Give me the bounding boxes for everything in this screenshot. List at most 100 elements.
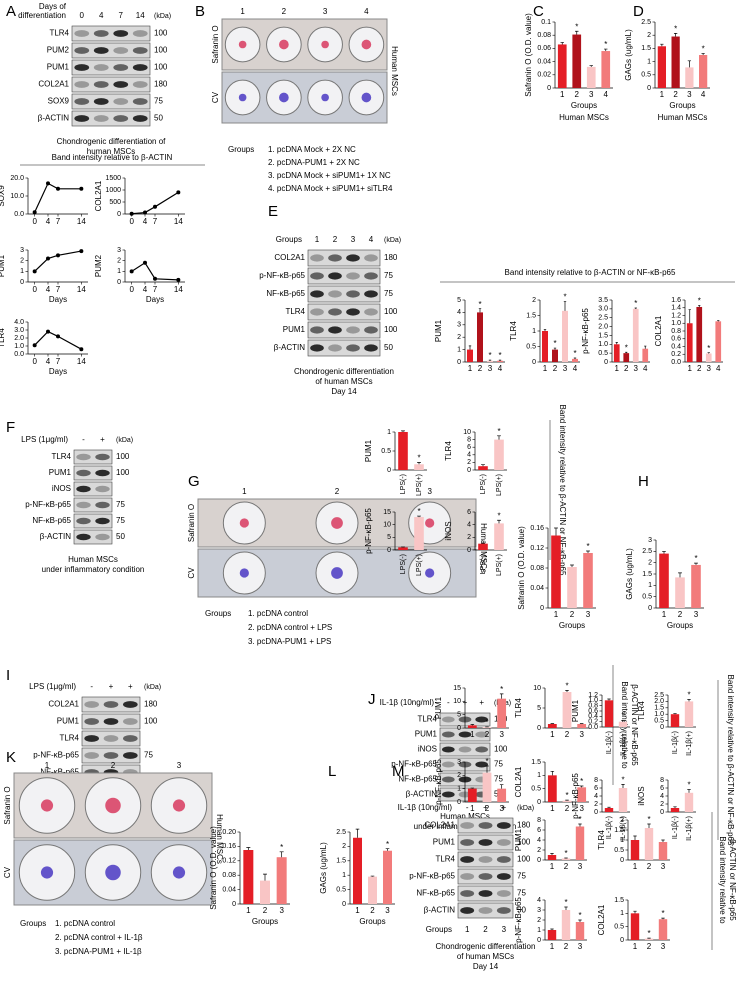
x-tick-label: 1 [554, 610, 559, 619]
error-bar [694, 562, 698, 565]
y-axis-title: TLR4 [514, 698, 523, 718]
error-bar [370, 875, 375, 877]
blot-strip [71, 110, 151, 127]
lane-label: + [479, 698, 484, 707]
x-tick-label: IL-1β(+) [686, 816, 693, 841]
significance: * [553, 339, 556, 348]
group-item: 3. pcDNA-PUM1 + LPS [248, 637, 331, 646]
band [93, 47, 109, 54]
x-tick-label: IL-1β(-) [606, 816, 613, 839]
significance: * [698, 297, 701, 306]
x-tick-label: LPS(-) [480, 474, 487, 494]
group-item: 2. pcDNA control + IL-1β [55, 933, 143, 942]
y-tick-label: 1 [20, 268, 24, 275]
y-tick-label: 3.0 [14, 327, 24, 334]
y-tick-label: 0 [457, 799, 461, 806]
blot-row-label: iNOS [52, 484, 71, 493]
y-tick-label: 8 [537, 817, 541, 824]
band [103, 752, 119, 759]
y-tick-label: 1000 [105, 187, 121, 194]
y-tick-label: 0.5 [526, 343, 536, 350]
x-tick-label: 3 [661, 942, 666, 951]
bar [398, 547, 408, 550]
y-tick-label: 0.1 [541, 19, 551, 26]
column-label: 2 [282, 7, 287, 16]
band [76, 453, 91, 461]
x-tick-label: 4 [46, 357, 51, 366]
band [478, 839, 493, 846]
panel-letter: H [638, 473, 649, 490]
band [132, 30, 148, 37]
lane-label: 4 [369, 235, 374, 244]
band [346, 308, 360, 316]
x-axis-title: Groups [571, 101, 597, 110]
y-axis-title: Safranin O (O.D. value) [209, 826, 218, 910]
stain [321, 93, 329, 102]
y-tick-label: 1.5 [641, 45, 651, 52]
error-bar [550, 770, 555, 776]
x-tick-label: 1 [543, 364, 548, 373]
y-axis-title: TLR4 [0, 328, 6, 348]
point [143, 260, 147, 265]
stain [238, 40, 247, 49]
bar [623, 353, 630, 362]
band [74, 47, 90, 54]
bar [684, 701, 694, 727]
row-label: CV [3, 866, 12, 878]
lane-label: - [90, 682, 93, 691]
lane-label: + [128, 682, 133, 691]
lane-label: 2 [483, 925, 488, 934]
x-tick-label: 1 [633, 862, 638, 871]
y-tick-label: 1 [342, 872, 346, 879]
x-tick-label: 1 [660, 90, 665, 99]
significance: * [417, 507, 420, 516]
error-bar [401, 546, 405, 548]
y-tick-label: 6 [467, 509, 471, 516]
y-tick-label: 0.08 [222, 872, 236, 879]
y-tick-label: 0 [648, 605, 652, 612]
blot-strip [307, 303, 381, 321]
y-tick-label: 0.5 [381, 448, 391, 455]
y-axis-title: p-NF-κB-p65 [514, 897, 523, 943]
y-tick-label: 2 [660, 801, 664, 808]
blot-row-label: COL2A1 [38, 80, 69, 89]
kda-label: 100 [144, 717, 158, 726]
y-tick-label: 2.5 [654, 692, 664, 699]
x-tick-label: 3 [385, 906, 390, 915]
x-tick-label: 1 [633, 942, 638, 951]
band [310, 254, 324, 262]
significance: * [497, 427, 500, 436]
band [442, 761, 455, 768]
band [93, 81, 109, 88]
x-tick-label: 3 [488, 364, 493, 373]
x-tick-label: 3 [499, 730, 504, 739]
row-label: CV [211, 91, 220, 103]
x-tick-label: LPS(-) [480, 554, 487, 574]
band [74, 81, 90, 88]
kda-label: 100 [384, 307, 398, 316]
y-axis-title: PUM1 [364, 439, 373, 462]
band [460, 822, 475, 829]
x-tick-label: 4 [143, 217, 148, 226]
stain [425, 568, 435, 578]
error-bar [565, 690, 569, 692]
significance: * [604, 40, 607, 49]
bar [583, 553, 593, 608]
kda-unit: (kDa) [144, 684, 161, 691]
y-axis-title: SOX9 [0, 185, 6, 207]
x-axis-title: Groups [359, 917, 385, 926]
y-tick-label: 0 [532, 359, 536, 366]
x-tick-label: 1 [550, 804, 555, 813]
x-axis-title: Groups [667, 621, 693, 630]
band [328, 326, 342, 334]
y-axis-title: PUM1 [434, 319, 443, 342]
band [328, 254, 342, 262]
x-tick-label: 7 [153, 285, 158, 294]
x-tick-label: LPS(+) [416, 554, 423, 576]
x-tick-label: IL-1β(+) [686, 731, 693, 756]
error-bar [478, 308, 482, 313]
error-bar [660, 43, 664, 47]
error-bar [644, 345, 647, 349]
note: β-ACTIN or NF-κB-p65 [630, 684, 639, 766]
bar [557, 44, 567, 88]
